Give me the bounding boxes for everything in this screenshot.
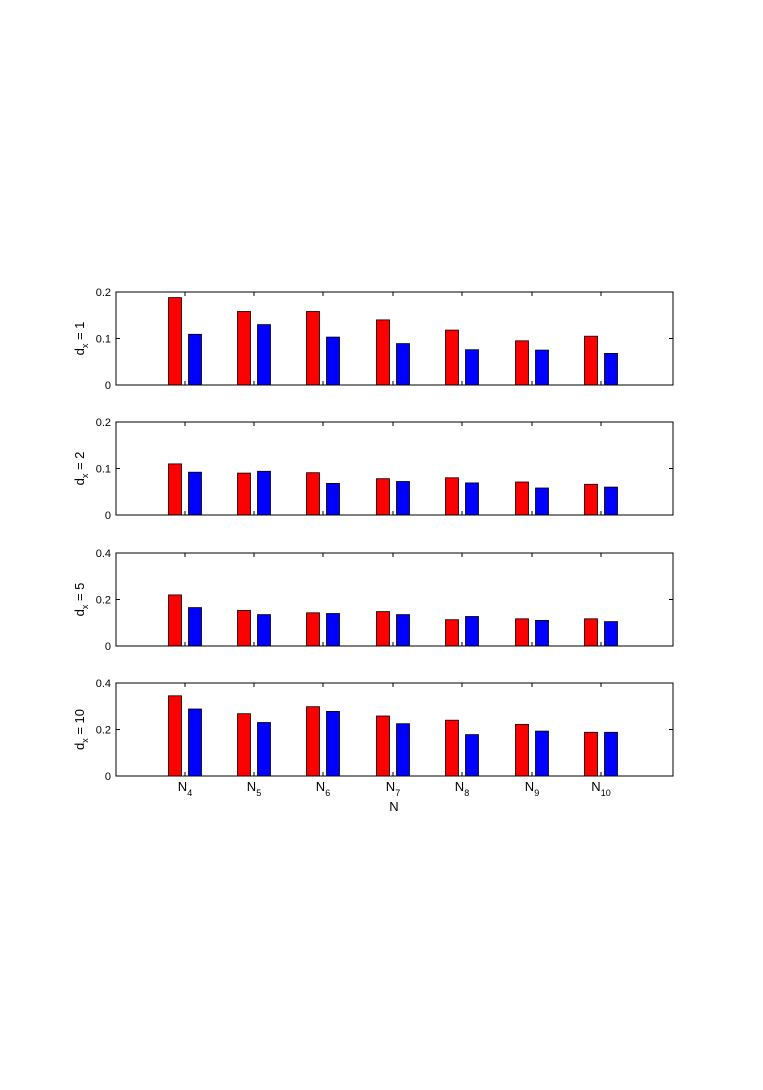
- bar-N4-series-2: [188, 471, 202, 516]
- chart-panel-3: 0 0.2 0.4 dx = 5: [72, 548, 674, 653]
- bar-N6-series-2: [326, 482, 340, 516]
- y-axis-label: dx = 2: [72, 452, 90, 486]
- bar-N10-series-1: [584, 731, 598, 777]
- bar-N5-series-2: [257, 614, 271, 647]
- bar-N5-series-2: [257, 324, 271, 386]
- bar-N10-series-2: [604, 621, 618, 647]
- x-tick-label: N9: [525, 779, 539, 798]
- bar-N9-series-2: [535, 620, 549, 647]
- bar-N7-series-2: [396, 343, 410, 386]
- bar-N5-series-1: [237, 311, 251, 386]
- bar-N6-series-1: [306, 472, 320, 516]
- bar-N6-series-1: [306, 612, 320, 647]
- bar-N6-series-1: [306, 311, 320, 386]
- bar-N8-series-1: [445, 719, 459, 777]
- bar-N6-series-2: [326, 711, 340, 777]
- x-axis-label: N: [389, 799, 398, 814]
- bar-N8-series-2: [465, 616, 479, 647]
- x-tick-label: N8: [455, 779, 469, 798]
- bar-N9-series-2: [535, 730, 549, 777]
- bar-N10-series-1: [584, 335, 598, 386]
- bar-N4-series-2: [188, 708, 202, 777]
- bar-N10-series-2: [604, 731, 618, 777]
- bar-N4-series-2: [188, 607, 202, 647]
- bar-N9-series-1: [515, 724, 529, 777]
- bar-N4-series-1: [168, 463, 182, 516]
- bar-N4-series-2: [188, 333, 202, 386]
- bar-N6-series-2: [326, 613, 340, 647]
- bar-N7-series-1: [376, 611, 390, 647]
- chart-panel-4: 0 0.2 0.4 dx = 10: [72, 678, 674, 783]
- x-category-labels: N4 N5 N6 N7 N8 N9 N10: [178, 779, 611, 798]
- bar-N5-series-1: [237, 610, 251, 647]
- y-axis-label: dx = 10: [72, 709, 90, 750]
- y-tick-label: 0: [105, 380, 111, 392]
- bar-N9-series-1: [515, 481, 529, 516]
- x-tick-label: N10: [591, 779, 610, 798]
- bar-N8-series-2: [465, 482, 479, 516]
- x-tick-label: N7: [386, 779, 400, 798]
- bar-N10-series-1: [584, 618, 598, 647]
- bar-N4-series-1: [168, 594, 182, 647]
- bar-N7-series-2: [396, 723, 410, 777]
- y-axis-label: dx = 5: [72, 583, 90, 617]
- y-tick-label: 0.4: [96, 678, 111, 690]
- panels: 00.10.2dx = 100.10.2dx = 200.20.4dx = 50…: [72, 287, 674, 783]
- bar-N10-series-2: [604, 352, 618, 386]
- x-tick-label: N5: [247, 779, 261, 798]
- chart-panel-2: 0 0.1 0.2 dx = 2: [72, 417, 674, 522]
- y-tick-label: 0: [105, 771, 111, 783]
- chart-panel-1: 0 0.1 0.2 dx = 1: [72, 287, 674, 392]
- y-tick-label: 0.2: [96, 725, 111, 737]
- bar-N7-series-2: [396, 481, 410, 516]
- y-tick-label: 0.2: [96, 417, 111, 429]
- y-tick-label: 0.2: [96, 287, 111, 299]
- y-tick-label: 0.2: [96, 595, 111, 607]
- bar-N8-series-1: [445, 477, 459, 516]
- bar-N9-series-1: [515, 618, 529, 647]
- y-tick-label: 0.4: [96, 548, 111, 560]
- bar-N8-series-2: [465, 349, 479, 386]
- bar-N9-series-2: [535, 487, 549, 516]
- y-tick-label: 0.1: [96, 334, 111, 346]
- y-tick-label: 0: [105, 510, 111, 522]
- bar-N5-series-2: [257, 470, 271, 516]
- x-tick-label: N4: [178, 779, 192, 798]
- bar-N9-series-2: [535, 349, 549, 386]
- bar-N5-series-1: [237, 472, 251, 516]
- bar-N4-series-1: [168, 297, 182, 386]
- x-tick-label: N6: [316, 779, 330, 798]
- bar-N6-series-2: [326, 336, 340, 386]
- bar-N5-series-1: [237, 713, 251, 777]
- bar-N7-series-1: [376, 319, 390, 386]
- y-tick-label: 0.1: [96, 464, 111, 476]
- bar-N8-series-2: [465, 734, 479, 777]
- bar-N10-series-2: [604, 486, 618, 516]
- bar-N7-series-1: [376, 478, 390, 516]
- bar-N9-series-1: [515, 340, 529, 386]
- y-tick-label: 0: [105, 641, 111, 653]
- bar-N7-series-1: [376, 715, 390, 777]
- bar-N7-series-2: [396, 614, 410, 647]
- y-axis-label: dx = 1: [72, 322, 90, 356]
- bar-N8-series-1: [445, 329, 459, 386]
- bar-N6-series-1: [306, 706, 320, 777]
- bar-N8-series-1: [445, 619, 459, 647]
- bar-N10-series-1: [584, 483, 598, 516]
- bar-N5-series-2: [257, 722, 271, 777]
- bar-N4-series-1: [168, 695, 182, 777]
